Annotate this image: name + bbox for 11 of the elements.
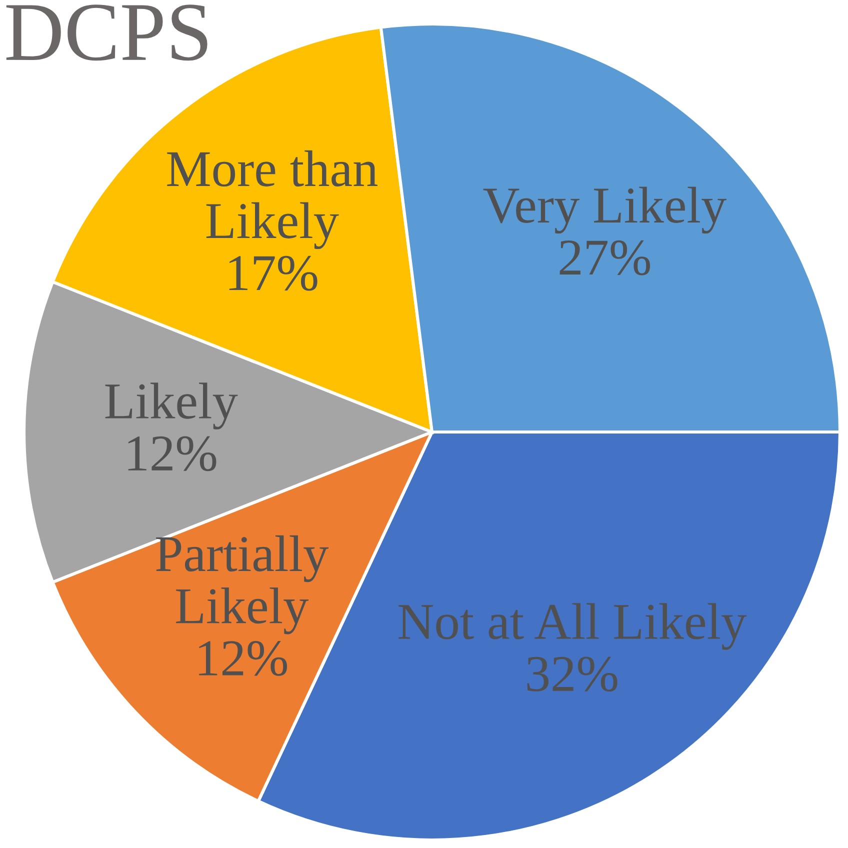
data-label: 12%: [199, 641, 287, 676]
slice-label: More than Likely: [167, 150, 378, 250]
chart-title: DCPS: [6, 4, 208, 61]
data-label: 27%: [560, 240, 650, 276]
data-label: 12%: [128, 436, 216, 472]
slice-label: Not at All Likely: [398, 603, 747, 650]
data-label: 17%: [229, 256, 318, 291]
slice-label: Likely: [105, 382, 238, 430]
slice-label: Partially Likely: [156, 535, 329, 634]
slice-label: Very Likely: [483, 186, 726, 234]
data-label: 32%: [527, 656, 618, 692]
